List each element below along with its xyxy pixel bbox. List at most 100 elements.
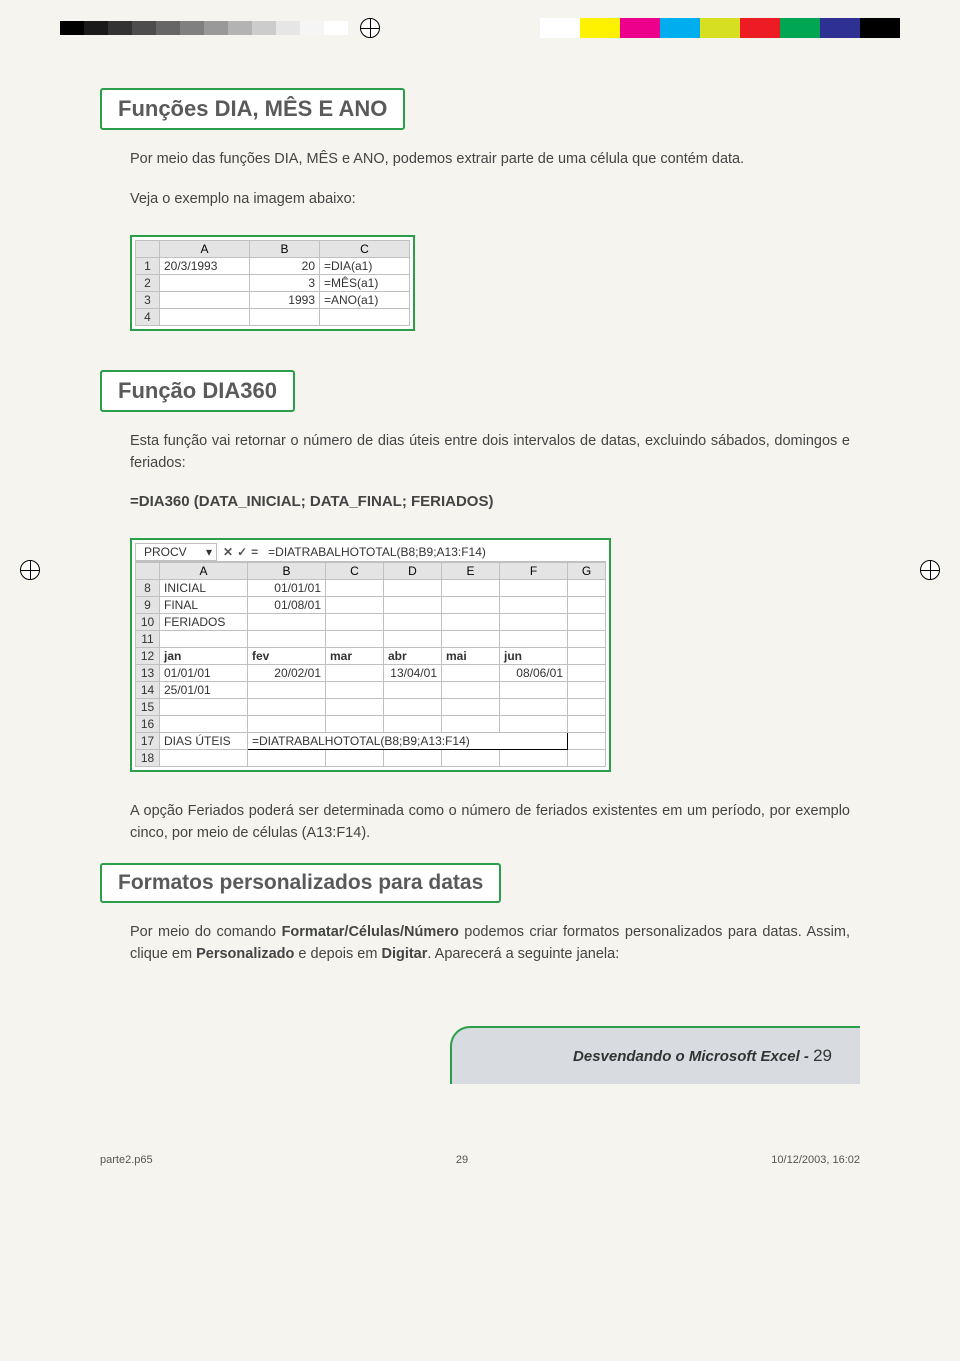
registration-mark [360, 18, 380, 38]
cell [384, 681, 442, 698]
col-header: A [160, 562, 248, 579]
cell [442, 698, 500, 715]
row-header: 16 [136, 715, 160, 732]
col-header: C [326, 562, 384, 579]
cell [568, 613, 606, 630]
cell [442, 715, 500, 732]
s3-w1: Personalizado [196, 946, 294, 962]
cell [442, 681, 500, 698]
s3-w2: Digitar [381, 946, 427, 962]
cell: =DIA(a1) [320, 257, 410, 274]
row-header: 3 [136, 291, 160, 308]
cell [326, 749, 384, 766]
cell [442, 630, 500, 647]
meta-page: 29 [456, 1154, 468, 1166]
color-swatch [700, 18, 740, 38]
col-header: D [384, 562, 442, 579]
cell [568, 715, 606, 732]
cell [568, 596, 606, 613]
cell [442, 579, 500, 596]
section1-para1: Por meio das funções DIA, MÊS e ANO, pod… [130, 148, 850, 170]
section2-para: Esta função vai retornar o número de dia… [130, 430, 850, 475]
cell [384, 613, 442, 630]
cell: 1993 [250, 291, 320, 308]
color-swatch [660, 18, 700, 38]
meta-timestamp: 10/12/2003, 16:02 [771, 1154, 860, 1166]
cell [568, 579, 606, 596]
cell [384, 749, 442, 766]
col-header: B [248, 562, 326, 579]
cell [442, 596, 500, 613]
cell [442, 613, 500, 630]
cell [568, 681, 606, 698]
color-swatch [780, 18, 820, 38]
cell [384, 579, 442, 596]
cell: 01/01/01 [248, 579, 326, 596]
row-header: 11 [136, 630, 160, 647]
s3-mid2: e depois em [294, 946, 381, 962]
excel-table-1: ABC120/3/199320=DIA(a1)23=MÊS(a1)31993=A… [135, 240, 410, 326]
s3-suffix: . Aparecerá a seguinte janela: [427, 946, 619, 962]
cell [568, 647, 606, 664]
section3-para: Por meio do comando Formatar/Células/Núm… [130, 921, 850, 966]
cell-formula: =DIATRABALHOTOTAL(B8;B9;A13:F14) [248, 732, 568, 749]
cell [160, 274, 250, 291]
cell: INICIAL [160, 579, 248, 596]
bw-swatch [60, 21, 84, 35]
cell [500, 749, 568, 766]
cell [326, 715, 384, 732]
row-header: 12 [136, 647, 160, 664]
excel-screenshot-1: ABC120/3/199320=DIA(a1)23=MÊS(a1)31993=A… [130, 235, 415, 331]
cell [384, 698, 442, 715]
bw-swatch [276, 21, 300, 35]
cell: 20/02/01 [248, 664, 326, 681]
row-header: 10 [136, 613, 160, 630]
cell [568, 749, 606, 766]
name-box: PROCV ▾ [135, 543, 217, 561]
cell [248, 613, 326, 630]
col-header: E [442, 562, 500, 579]
bw-swatch [84, 21, 108, 35]
excel-table-2: ABCDEFG8INICIAL01/01/019FINAL01/08/0110F… [135, 562, 606, 767]
section-title-2: Função DIA360 [100, 370, 295, 412]
bw-swatch [300, 21, 324, 35]
cell: =ANO(a1) [320, 291, 410, 308]
color-swatch [580, 18, 620, 38]
cell [568, 664, 606, 681]
footer-title: Desvendando o Microsoft Excel - [573, 1048, 809, 1065]
footer-page: 29 [813, 1046, 832, 1065]
meta-file: parte2.p65 [100, 1154, 153, 1166]
col-header [136, 562, 160, 579]
cell: abr [384, 647, 442, 664]
print-color-bar [0, 0, 960, 48]
cell: mar [326, 647, 384, 664]
cell [250, 308, 320, 325]
cell [384, 596, 442, 613]
cell: jun [500, 647, 568, 664]
cell: 13/04/01 [384, 664, 442, 681]
col-header [136, 240, 160, 257]
section-title-1: Funções DIA, MÊS E ANO [100, 88, 405, 130]
color-swatch [540, 18, 580, 38]
cell [320, 308, 410, 325]
cell [326, 698, 384, 715]
formula-bar-buttons: ✕✓= [217, 545, 264, 559]
bw-swatch [228, 21, 252, 35]
bw-swatch [108, 21, 132, 35]
cell: fev [248, 647, 326, 664]
cell [160, 630, 248, 647]
cell: 25/01/01 [160, 681, 248, 698]
page-footer-box: Desvendando o Microsoft Excel - 29 [450, 1026, 860, 1084]
cell [326, 630, 384, 647]
cell [500, 698, 568, 715]
formula-bar: PROCV ▾ ✕✓= =DIATRABALHOTOTAL(B8;B9;A13:… [135, 543, 606, 562]
cell: 08/06/01 [500, 664, 568, 681]
cell [248, 749, 326, 766]
col-header: G [568, 562, 606, 579]
cell [160, 308, 250, 325]
bw-swatch [252, 21, 276, 35]
cell [500, 579, 568, 596]
col-header: C [320, 240, 410, 257]
cell [500, 596, 568, 613]
color-swatch [820, 18, 860, 38]
